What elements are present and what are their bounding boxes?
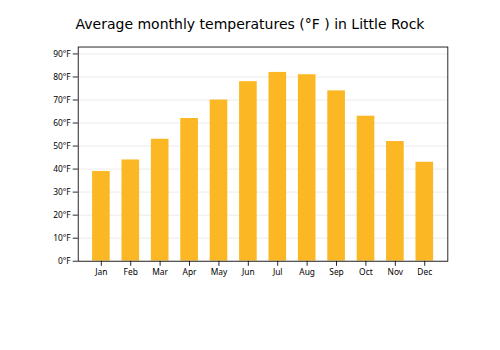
svg-text:20°F: 20°F [53, 209, 71, 220]
svg-text:80°F: 80°F [53, 71, 71, 82]
svg-text:Oct: Oct [359, 266, 373, 277]
svg-text:10°F: 10°F [53, 232, 71, 243]
svg-text:70°F: 70°F [53, 94, 71, 105]
svg-text:Sep: Sep [329, 266, 343, 277]
svg-text:May: May [211, 266, 228, 277]
svg-text:Mar: Mar [152, 266, 168, 277]
svg-text:Nov: Nov [388, 266, 404, 277]
svg-text:60°F: 60°F [53, 117, 71, 128]
svg-text:30°F: 30°F [53, 186, 71, 197]
svg-text:Jul: Jul [272, 266, 283, 277]
svg-text:0°F: 0°F [58, 255, 71, 266]
svg-text:Jun: Jun [241, 266, 255, 277]
svg-text:Jan: Jan [94, 266, 107, 277]
html-text:Average monthly temperatures (: Average monthly temperatures (°F ) in Li… [75, 16, 425, 32]
svg-text:50°F: 50°F [53, 140, 71, 151]
svg-text:Aug: Aug [299, 266, 315, 277]
svg-text:Feb: Feb [124, 266, 138, 277]
svg-text:Dec: Dec [417, 266, 432, 277]
svg-text:90°F: 90°F [53, 48, 71, 59]
svg-text:Apr: Apr [183, 266, 198, 277]
svg-text:40°F: 40°F [53, 163, 71, 174]
